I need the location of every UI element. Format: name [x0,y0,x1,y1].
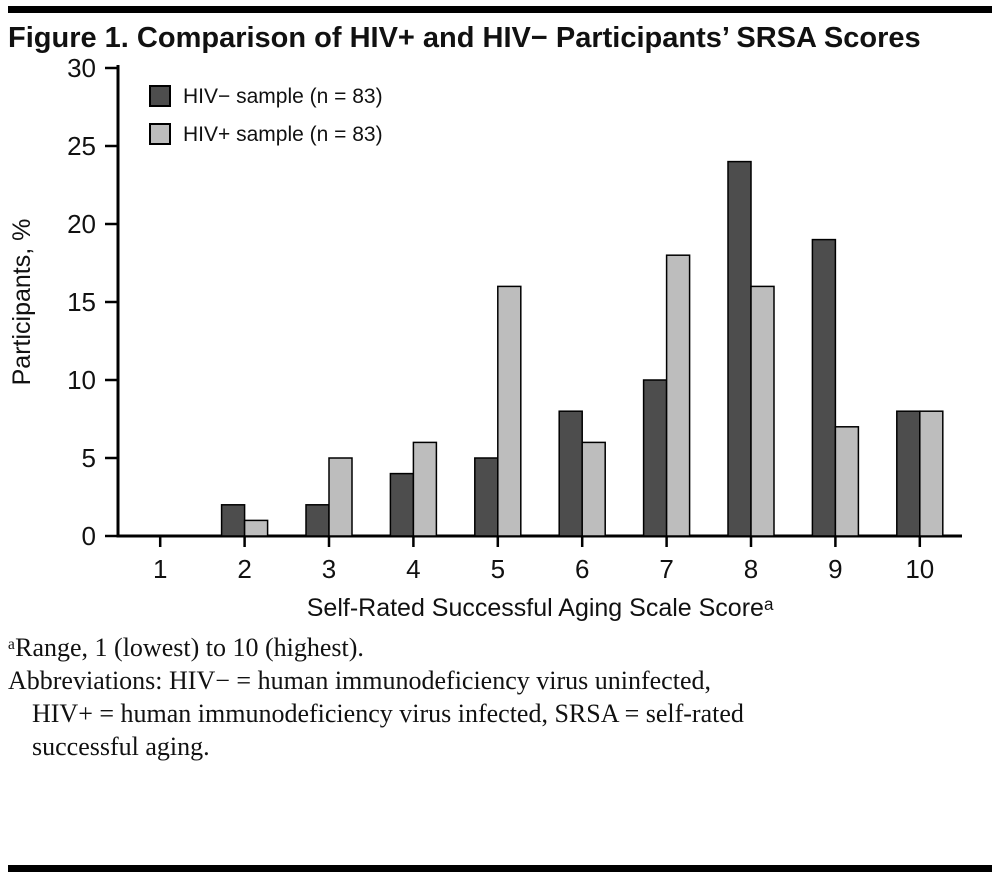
x-tick-label: 10 [905,554,934,584]
x-axis-label: Self-Rated Successful Aging Scale Scoreᵃ [307,594,774,622]
x-tick-label: 7 [659,554,673,584]
bar-series-1-score-3 [328,457,353,537]
figure-title: Figure 1. Comparison of HIV+ and HIV− Pa… [8,22,921,54]
bar-series-0-score-3 [305,503,330,537]
legend-swatch-1 [149,122,171,145]
bar-series-1-score-6 [581,441,606,537]
y-tick-label: 10 [67,365,96,395]
bar-series-1-score-7 [665,254,691,537]
x-tick-label: 1 [153,554,167,584]
bar-series-1-score-4 [412,441,438,537]
y-tick-label: 30 [67,58,96,83]
footnotes: ᵃRange, 1 (lowest) to 10 (highest). Abbr… [8,631,992,763]
legend-swatch-0 [149,84,171,107]
bar-series-0-score-8 [727,160,752,537]
bar-series-0-score-10 [896,410,921,537]
x-tick-label: 8 [744,554,758,584]
y-tick-label: 5 [82,443,96,473]
x-tick-label: 3 [322,554,336,584]
bar-series-0-score-5 [474,457,499,537]
y-tick-label: 25 [67,131,96,161]
y-tick-label: 0 [82,521,96,551]
x-tick-label: 2 [237,554,251,584]
bar-series-1-score-10 [919,410,944,537]
x-tick-label: 4 [406,554,420,584]
legend-label-1: HIV+ sample (n = 83) [183,123,383,146]
footnote-abbrev-line-3: successful aging. [32,731,210,761]
bar-series-0-score-2 [220,503,246,537]
bottom-rule [8,865,992,872]
y-axis-label: Participants, % [8,218,36,385]
footnote-range: ᵃRange, 1 (lowest) to 10 (highest). [8,632,364,662]
bar-series-1-score-8 [750,285,775,537]
bar-series-1-score-9 [834,425,860,537]
bar-series-0-score-7 [642,379,668,537]
footnote-abbrev-line-1: Abbreviations: HIV− = human immunodefici… [8,665,711,695]
legend-label-0: HIV− sample (n = 83) [183,85,383,108]
bar-series-1-score-5 [497,285,522,537]
x-tick-label: 9 [828,554,842,584]
y-tick-label: 20 [67,209,96,239]
bar-series-1-score-2 [243,519,269,537]
chart-area: 0 5 10 15 20 25 30 1 2 3 4 5 6 7 8 9 10 Self-Rated Succes… [0,58,1000,623]
bar-series-0-score-4 [389,472,415,537]
bar-series-0-score-6 [558,410,583,537]
bar-series-0-score-9 [811,238,837,537]
bar-chart: 0 5 10 15 20 25 30 1 2 3 4 5 6 7 8 9 10 Self-Rated Succes… [8,58,962,622]
x-tick-label: 6 [575,554,589,584]
top-rule [8,6,992,13]
x-tick-label: 5 [491,554,505,584]
footnote-abbrev-line-2: HIV+ = human immunodeficiency virus infe… [32,698,744,728]
y-tick-label: 15 [67,287,96,317]
